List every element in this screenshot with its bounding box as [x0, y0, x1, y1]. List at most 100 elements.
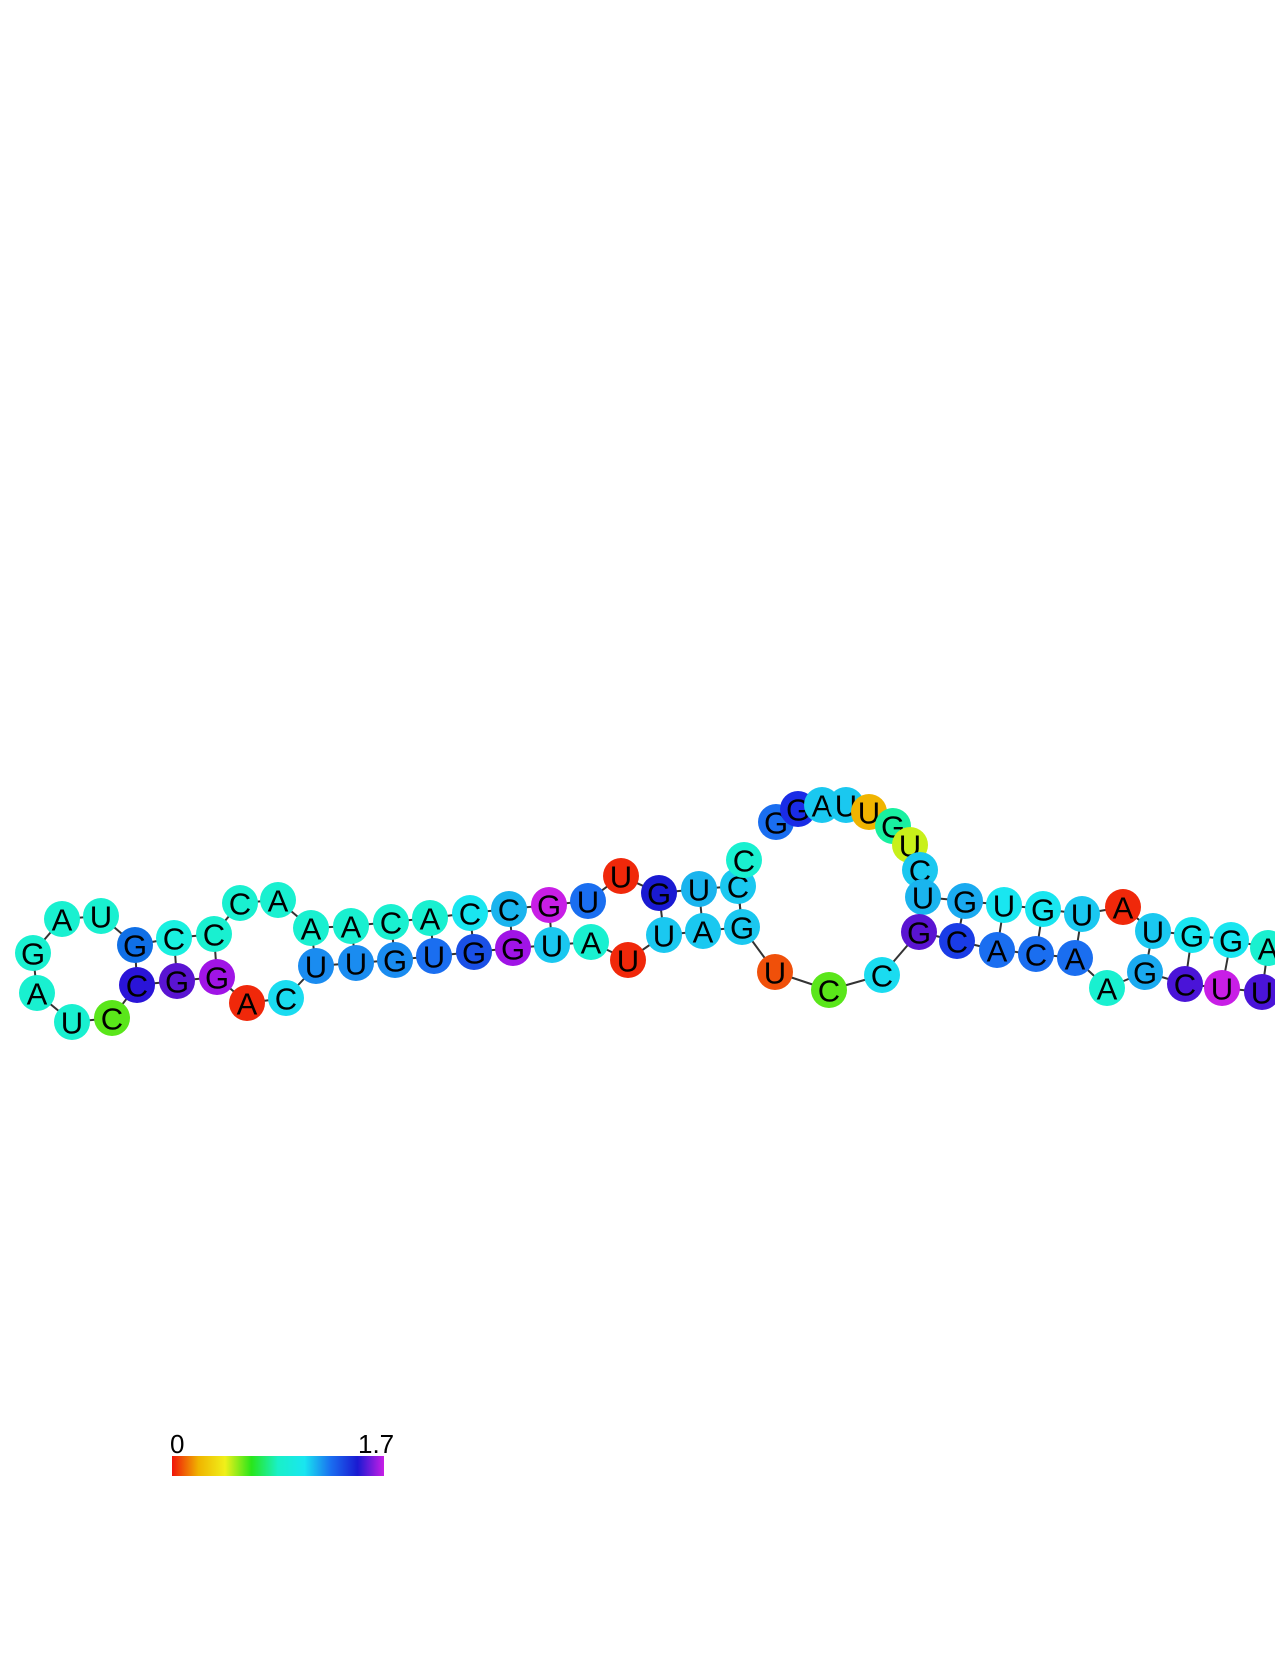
nucleotide-circle: [1167, 966, 1203, 1002]
nucleotide-72: U: [83, 898, 119, 935]
nucleotide-circle: [1025, 891, 1061, 927]
nucleotide-63: A: [229, 985, 265, 1022]
nucleotide-circle: [902, 852, 938, 888]
nucleotide-letter: G: [501, 932, 525, 967]
nucleotide-letter: U: [912, 881, 934, 916]
nucleotide-letter: C: [1174, 968, 1196, 1003]
nucleotide-letter: A: [268, 884, 289, 919]
nucleotide-letter: G: [1180, 919, 1204, 954]
nucleotide-30: G: [1025, 891, 1061, 928]
nucleotide-45: C: [939, 923, 975, 960]
nucleotide-circle: [1174, 917, 1210, 953]
nucleotide-circle: [1105, 889, 1141, 925]
nucleotide-letter: A: [1097, 972, 1118, 1007]
nucleotide-circle: [1127, 954, 1163, 990]
nucleotide-letter: U: [688, 873, 710, 908]
nucleotide-41: A: [1089, 970, 1125, 1007]
color-scale-bar: [172, 1456, 384, 1476]
nucleotide-letter: A: [341, 910, 362, 945]
nucleotide-65: G: [159, 963, 195, 1000]
nucleotide-letter: A: [987, 934, 1008, 969]
nucleotide-43: C: [1018, 936, 1054, 973]
nucleotide-letter: C: [126, 969, 148, 1004]
nucleotide-56: G: [495, 930, 531, 967]
nucleotide-letter: U: [1071, 898, 1093, 933]
nucleotide-35: G: [1213, 922, 1249, 959]
nucleotide-circle: [19, 975, 55, 1011]
nucleotide-circle: [117, 927, 153, 963]
nucleotide-47: C: [864, 957, 900, 994]
nucleotide-42: A: [1057, 940, 1093, 977]
nucleotide-circle: [495, 930, 531, 966]
nucleotide-37: U: [1244, 974, 1275, 1011]
nucleotide-28: G: [947, 883, 983, 920]
nucleotide-10: C: [452, 895, 488, 932]
nucleotide-circle: [901, 914, 937, 950]
nucleotide-circle: [199, 959, 235, 995]
nucleotide-circle: [726, 842, 762, 878]
nucleotide-32: A: [1105, 889, 1141, 926]
nucleotide-letter: G: [165, 965, 189, 1000]
nucleotide-letter: G: [1031, 893, 1055, 928]
nucleotide-14: U: [603, 858, 639, 895]
nucleotide-circle: [229, 985, 265, 1021]
nucleotide-59: G: [377, 942, 413, 979]
nucleotide-29: U: [986, 887, 1022, 924]
nucleotide-53: U: [610, 942, 646, 979]
nucleotide-letter: U: [1251, 976, 1273, 1011]
nucleotide-48: C: [811, 972, 847, 1009]
nucleotide-letter: G: [21, 937, 45, 972]
color-scale-max-label: 1.7: [358, 1429, 394, 1459]
nucleotide-letter: G: [953, 885, 977, 920]
nucleotide-64: G: [199, 959, 235, 996]
nucleotide-circle: [681, 871, 717, 907]
nucleotide-58: U: [416, 938, 452, 975]
nucleotide-letter: U: [90, 900, 112, 935]
nucleotide-circle: [573, 924, 609, 960]
nucleotide-2: C: [156, 920, 192, 957]
color-scale-legend: 0 1.7: [170, 1429, 394, 1476]
nucleotide-letter: U: [345, 947, 367, 982]
nucleotide-circle: [1018, 936, 1054, 972]
nucleotide-letter: C: [498, 893, 520, 928]
nucleotide-4: C: [222, 885, 258, 922]
nucleotide-letter: G: [462, 936, 486, 971]
nucleotide-letter: C: [1025, 938, 1047, 973]
nucleotide-letter: G: [730, 911, 754, 946]
nucleotide-57: G: [456, 934, 492, 971]
nucleotide-circle: [333, 908, 369, 944]
nucleotide-5: A: [260, 882, 296, 919]
nucleotide-letter: C: [275, 982, 297, 1017]
nucleotide-circle: [1250, 930, 1275, 966]
nucleotide-circle: [373, 904, 409, 940]
nucleotide-54: A: [573, 924, 609, 961]
nucleotide-36: A: [1250, 930, 1275, 967]
nucleotide-letter: G: [1133, 956, 1157, 991]
nucleotide-letter: C: [871, 959, 893, 994]
nucleotide-letter: U: [993, 889, 1015, 924]
nucleotide-70: G: [15, 935, 51, 972]
nucleotide-69: A: [19, 975, 55, 1012]
nucleotide-circle: [412, 900, 448, 936]
nucleotide-letter: C: [380, 906, 402, 941]
nucleotide-letter: U: [764, 956, 786, 991]
nucleotide-circle: [1089, 970, 1125, 1006]
nucleotide-55: U: [534, 927, 570, 964]
nucleotide-circle: [1213, 922, 1249, 958]
nucleotide-circle: [456, 934, 492, 970]
nucleotide-circle: [939, 923, 975, 959]
nucleotide-circle: [54, 1004, 90, 1040]
nucleotide-circle: [1064, 896, 1100, 932]
nucleotide-46: G: [901, 914, 937, 951]
nucleotide-8: C: [373, 904, 409, 941]
nucleotide-letter: A: [812, 789, 833, 824]
nucleotide-circle: [268, 980, 304, 1016]
nucleotide-letter: U: [858, 796, 880, 831]
nucleotide-34: G: [1174, 917, 1210, 954]
nucleotide-letter: A: [1065, 942, 1086, 977]
nucleotide-circle: [156, 920, 192, 956]
nucleotide-circle: [452, 895, 488, 931]
nucleotide-18: C: [726, 842, 762, 879]
